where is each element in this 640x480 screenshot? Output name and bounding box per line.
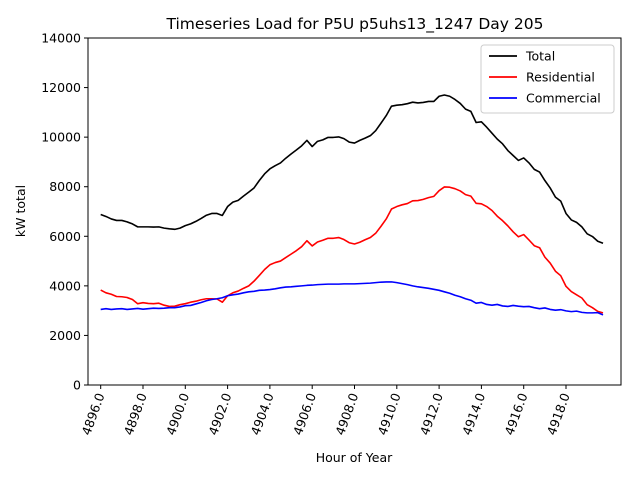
chart-title: Timeseries Load for P5U p5uhs13_1247 Day…	[166, 15, 544, 34]
y-tick-label: 4000	[49, 278, 81, 293]
y-tick-label: 14000	[41, 31, 81, 46]
x-axis-label: Hour of Year	[316, 450, 393, 465]
y-tick-label: 2000	[49, 328, 81, 343]
y-tick-label: 12000	[41, 80, 81, 95]
legend: Total Residential Commercial	[480, 44, 615, 114]
series-line-total	[100, 94, 604, 244]
y-tick-label: 8000	[49, 179, 81, 194]
legend-label-commercial: Commercial	[526, 91, 601, 106]
y-tick-label: 10000	[41, 130, 81, 145]
y-tick-label: 0	[73, 378, 81, 393]
y-axis-ticks: 0 2000 4000 6000 8000 10000 12000 14000	[41, 31, 88, 393]
legend-label-total: Total	[525, 49, 555, 64]
y-axis-label: kW total	[13, 185, 28, 237]
series-line-residential	[100, 186, 604, 314]
legend-label-residential: Residential	[526, 70, 595, 85]
legend-box	[480, 44, 615, 114]
y-tick-label: 6000	[49, 229, 81, 244]
series-line-commercial	[100, 281, 604, 316]
series-layer	[100, 94, 604, 316]
